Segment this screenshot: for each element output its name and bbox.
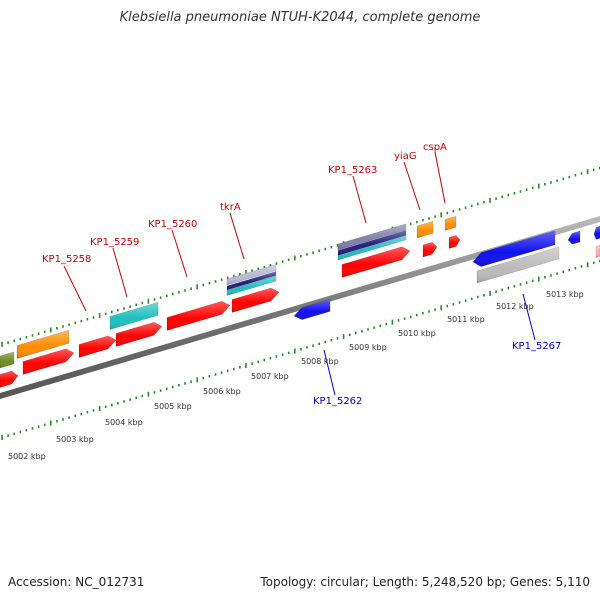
gene-navy-1-shade	[227, 271, 276, 290]
gene-red-2-shade	[23, 348, 74, 375]
gene-label-kp1-5258: KP1_5258	[42, 254, 91, 265]
gene-red-4-shade	[116, 322, 162, 347]
genome-backbone	[0, 216, 600, 399]
gene-olive-1-shade	[0, 351, 14, 368]
gene-label-kp1-5259: KP1_5259	[90, 237, 139, 248]
map-title: Klebsiella pneumoniae NTUH-K2044, comple…	[119, 10, 481, 25]
tick-tracks	[1, 166, 600, 440]
reverse-gene-labels: KP1_5262 KP1_5267	[313, 341, 561, 407]
leader-line-kp1-5262	[323, 349, 336, 396]
gene-blue-4-shade	[594, 226, 600, 240]
gene-label-cspa: cspA	[423, 142, 447, 153]
scale-label-5012: 5012 kbp	[496, 302, 534, 311]
leader-line-cspa	[434, 151, 446, 204]
gene-label-kp1-5263: KP1_5263	[328, 165, 377, 176]
gene-pink-1-shade	[596, 245, 600, 258]
leader-line-kp1-5259	[112, 247, 128, 298]
gene-red-3-shade	[79, 335, 116, 358]
gene-navy-2-shade	[338, 230, 406, 256]
leader-line-kp1-5263	[352, 175, 367, 224]
scale-label-5002: 5002 kbp	[8, 452, 46, 461]
scale-label-5004: 5004 kbp	[105, 418, 143, 427]
label-leader-lines	[63, 151, 536, 396]
scale-label-5009: 5009 kbp	[349, 343, 387, 352]
scale-label-5010: 5010 kbp	[398, 329, 436, 338]
leader-line-tkra	[229, 212, 245, 260]
scale-label-5007: 5007 kbp	[251, 372, 289, 381]
scale-label-5003: 5003 kbp	[56, 435, 94, 444]
accession-text: Accession: NC_012731	[8, 575, 145, 589]
scale-label-5008: 5008 kbp	[301, 357, 339, 366]
gene-label-kp1-5260: KP1_5260	[148, 219, 197, 230]
scale-label-5005: 5005 kbp	[154, 402, 192, 411]
gene-lavender-1-shade	[227, 264, 276, 285]
gene-red-1-shade	[0, 371, 18, 388]
gene-red-5-shade	[167, 301, 230, 331]
gene-label-kp1-5267: KP1_5267	[512, 341, 561, 352]
leader-line-kp1-5258	[63, 265, 87, 312]
gene-red-8-shade	[423, 242, 437, 257]
gene-cyan-2-shade	[227, 276, 276, 296]
forward-gene-labels: KP1_5258 KP1_5259 KP1_5260 tkrA KP1_5263…	[42, 142, 447, 265]
leader-line-kp1-5267	[522, 293, 536, 341]
gene-orange-1-shade	[17, 330, 69, 359]
gene-blue-2-shade	[473, 230, 555, 267]
scale-label-5006: 5006 kbp	[203, 387, 241, 396]
gene-red-9-shade	[449, 235, 460, 249]
gene-label-yiag: yiaG	[394, 151, 417, 162]
gene-blue-1-shade	[294, 299, 330, 320]
gene-blue-3-shade	[568, 231, 580, 245]
gene-grey-1-shade	[477, 246, 559, 283]
topology-text: Topology: circular; Length: 5,248,520 bp…	[260, 575, 590, 589]
scale-labels: 5002 kbp 5003 kbp 5004 kbp 5005 kbp 5006…	[8, 290, 584, 461]
gene-features	[0, 215, 600, 388]
scale-label-5011: 5011 kbp	[447, 315, 485, 324]
gene-red-7-shade	[342, 246, 410, 278]
scale-label-5013: 5013 kbp	[546, 290, 584, 299]
leader-line-yiag	[403, 161, 421, 211]
gene-red-6-shade	[232, 288, 279, 313]
leader-line-kp1-5260	[171, 229, 188, 278]
gene-cyan-1-shade	[110, 302, 158, 330]
gene-label-tkra: tkrA	[220, 202, 241, 213]
gene-orange-3-shade	[445, 216, 456, 231]
gene-slate-1-shade	[338, 223, 406, 250]
gene-label-kp1-5262: KP1_5262	[313, 396, 362, 407]
gene-orange-2-shade	[417, 221, 433, 238]
gene-cyan-3-shade	[338, 235, 406, 260]
